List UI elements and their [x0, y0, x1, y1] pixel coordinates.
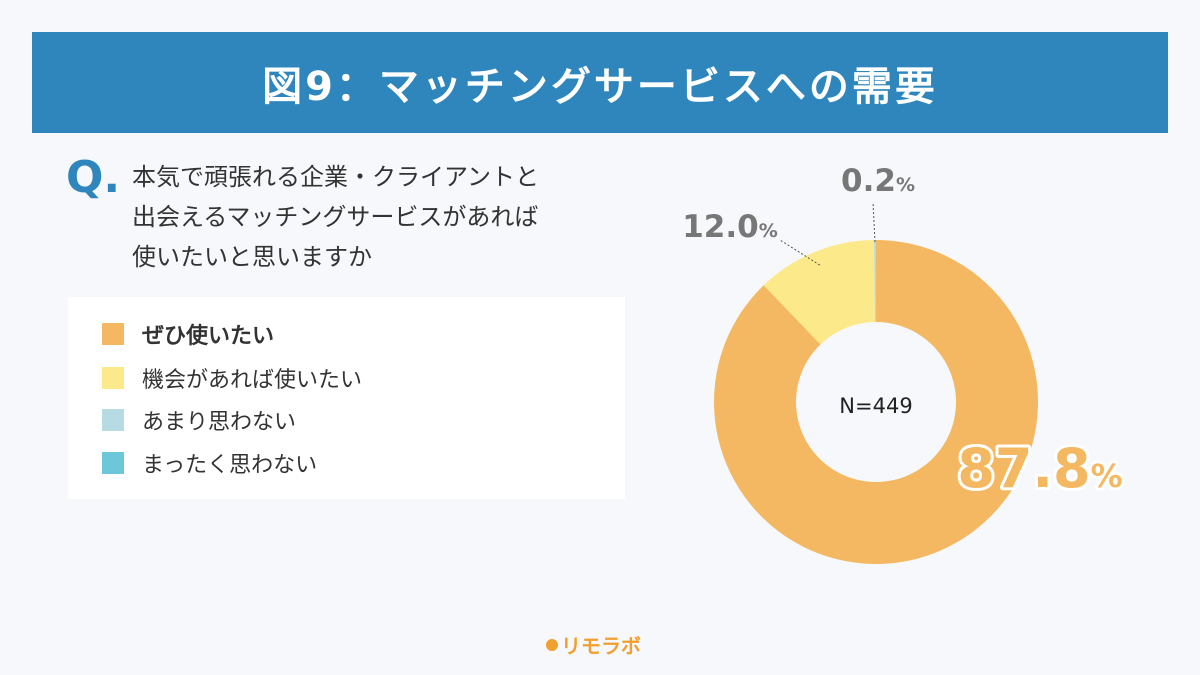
center-label: N=449 — [839, 394, 912, 418]
question-mark: Q. — [66, 152, 121, 203]
question-text: 本気で頑張れる企業・クライアントと 出会えるマッチングサービスがあれば 使いたい… — [132, 157, 652, 277]
legend-swatch — [102, 452, 124, 474]
legend-label: ぜひ使いたい — [142, 324, 275, 349]
legend: ぜひ使いたい 機会があれば使いたい あまり思わない まったく思わない — [68, 297, 625, 499]
legend-item-want-if-chance: 機会があれば使いたい — [102, 363, 362, 393]
slice-label-1: 12.0% — [682, 209, 778, 245]
leader-line — [872, 201, 876, 243]
legend-item-not-really: あまり思わない — [102, 405, 296, 435]
question-line-3: 使いたいと思いますか — [132, 243, 372, 271]
slice-0 — [714, 240, 1038, 564]
legend-label: 機会があれば使いたい — [142, 368, 363, 393]
slice-label-2: 0.2% — [841, 163, 915, 199]
question-line-2: 出会えるマッチングサービスがあれば — [132, 203, 539, 231]
question-line-1: 本気で頑張れる企業・クライアントと — [132, 163, 540, 191]
logo-text: リモラボ — [561, 634, 641, 658]
logo-dot-icon — [546, 638, 558, 651]
legend-swatch — [102, 323, 124, 345]
legend-swatch — [102, 409, 124, 431]
legend-label: あまり思わない — [142, 410, 297, 435]
legend-item-strongly-want: ぜひ使いたい — [102, 319, 274, 349]
slice-2 — [873, 240, 876, 323]
title-banner: 図9：マッチングサービスへの需要 — [32, 32, 1168, 133]
page-title: 図9：マッチングサービスへの需要 — [262, 63, 938, 110]
donut-chart: N=449 87.8% 12.0% 0.2% — [682, 163, 1126, 564]
legend-item-not-at-all: まったく思わない — [102, 448, 317, 478]
slice-1 — [763, 240, 875, 345]
legend-label: まったく思わない — [142, 453, 318, 478]
logo: リモラボ — [546, 630, 641, 659]
legend-swatch — [102, 367, 124, 389]
slice-label-0: 87.8% — [957, 437, 1122, 500]
